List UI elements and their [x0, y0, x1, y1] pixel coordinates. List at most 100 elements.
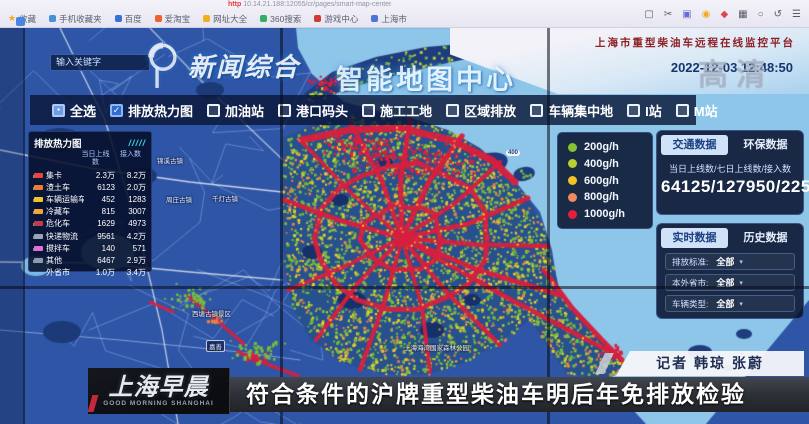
capture-icon[interactable]: ▢: [644, 9, 654, 20]
menu-icon[interactable]: ☰: [792, 9, 801, 20]
today-count: 1.0万: [95, 268, 115, 278]
legend-item-2: 600g/h: [568, 175, 642, 187]
filter-label: I站: [645, 103, 662, 119]
realtime-tab-1[interactable]: 历史数据: [743, 232, 788, 244]
bookmark-favicon-icon: [371, 15, 379, 22]
today-count: 815: [101, 207, 115, 217]
apps-grid-icon[interactable]: ▦: [738, 9, 748, 20]
channel-logo-icon: [148, 42, 177, 88]
traffic-tab-0[interactable]: 交通数据: [661, 135, 728, 155]
bookmark-favicon-icon: ★: [8, 13, 17, 23]
bookmark-label: 收藏: [19, 13, 37, 24]
legend-label: 1000g/h: [584, 208, 625, 220]
bookmark-item-2[interactable]: 百度: [114, 13, 142, 25]
bookmark-item-7[interactable]: 上海市: [371, 13, 407, 25]
bookmark-favicon-icon: [114, 15, 122, 22]
bookmark-item-1[interactable]: 手机收藏夹: [49, 13, 102, 25]
filter-item-6[interactable]: 车辆集中地: [530, 101, 613, 120]
filter-item-2[interactable]: 加油站: [207, 101, 264, 120]
cut-icon[interactable]: ✂: [663, 9, 673, 20]
url-protocol: http: [228, 1, 242, 8]
search-input[interactable]: 输入关键字: [50, 54, 150, 71]
access-count: 8.2万: [126, 170, 146, 180]
vehicle-row-1: 渣土车 6123 2.0万: [34, 181, 146, 193]
legend-dot-icon: [568, 192, 577, 202]
sidebar-decoration: /////: [128, 138, 146, 148]
bookmark-item-5[interactable]: 360搜索: [260, 13, 301, 25]
vehicle-name: 搅拌车: [46, 243, 70, 253]
legend-item-4: 1000g/h: [568, 208, 642, 220]
bezel-seam-vertical-2: [280, 28, 283, 424]
extension-red-icon[interactable]: ◆: [720, 9, 729, 20]
select-row-0[interactable]: 排放标准: 全部 ▾: [665, 253, 795, 270]
bookmark-item-3[interactable]: 爱淘宝: [154, 13, 190, 25]
undo-icon[interactable]: ↺: [773, 9, 783, 20]
filter-label: 车辆集中地: [548, 103, 614, 119]
truck-icon: [34, 233, 43, 239]
extension-blue-icon[interactable]: ▣: [682, 9, 692, 20]
today-count: 140: [101, 243, 115, 253]
select-label: 车辆类型:: [672, 298, 709, 309]
vehicle-row-3: 冷藏车 815 3007: [34, 206, 146, 218]
vehicle-row-0: 集卡 2.3万 8.2万: [34, 169, 146, 181]
access-count: 4.2万: [126, 231, 146, 241]
column-header-access: 接入数: [120, 151, 141, 158]
today-count: 6123: [97, 182, 115, 192]
program-logo-cn: 上海早晨: [108, 373, 209, 401]
logo-red-accent: [88, 395, 99, 412]
filter-selects: 排放标准: 全部 ▾ 本外省市: 全部 ▾ 车辆类型: 全部 ▾: [661, 253, 799, 312]
legend-label: 600g/h: [584, 174, 619, 187]
bookmark-item-6[interactable]: 游戏中心: [314, 13, 358, 25]
access-count: 2.9万: [126, 255, 146, 265]
checkbox-icon: [530, 103, 544, 117]
legend-dot-icon: [568, 159, 577, 169]
address-bar[interactable]: http 10.14.21.188:12055/cr/pages/smart-ma…: [228, 0, 391, 9]
home-icon[interactable]: [16, 17, 25, 26]
column-header-today: 当日上线数: [81, 151, 110, 166]
checkbox-icon: [362, 103, 376, 117]
bezel-seam-horizontal: [0, 286, 809, 289]
filter-label: M站: [693, 103, 718, 119]
checkbox-icon: [627, 103, 641, 117]
legend-label: 200g/h: [584, 141, 619, 153]
filter-label: 港口码头: [296, 103, 349, 119]
filter-item-8[interactable]: M站: [675, 101, 718, 120]
legend-label: 800g/h: [584, 191, 619, 204]
filter-item-3[interactable]: 港口码头: [278, 101, 348, 120]
url-text: 10.14.21.188:12055/cr/pages/smart-map-ce…: [243, 1, 392, 8]
vehicle-row-7: 其他 6467 2.9万: [34, 254, 146, 266]
realtime-tab-0[interactable]: 实时数据: [661, 228, 728, 248]
sidebar-title: 排放热力图: [34, 139, 82, 150]
legend-item-1: 400g/h: [568, 158, 642, 170]
filter-item-0[interactable]: ▪ 全选: [52, 101, 96, 120]
truck-icon: [34, 172, 43, 178]
bookmark-item-0[interactable]: ★ 收藏: [8, 13, 36, 25]
ticker-headline: 符合条件的沪牌重型柴油车明后年免排放检验: [246, 381, 746, 407]
today-count: 1629: [97, 219, 115, 229]
news-ticker: 上海早晨 GOOD MORNING SHANGHAI 符合条件的沪牌重型柴油车明…: [88, 368, 809, 414]
platform-title: 上海市重型柴油车远程在线监控平台: [595, 37, 795, 49]
vehicle-name: 冷藏车: [46, 207, 70, 217]
filter-item-1[interactable]: ✓ 排放热力图: [110, 101, 193, 120]
filter-item-4[interactable]: 施工工地: [362, 101, 432, 120]
bookmark-item-4[interactable]: 网址大全: [203, 13, 247, 25]
vehicle-row-8: 外省市 1.0万 3.4万: [34, 267, 146, 279]
traffic-tab-1[interactable]: 环保数据: [743, 139, 788, 151]
shield-icon[interactable]: ◉: [701, 9, 711, 20]
vehicle-name: 渣土车: [46, 182, 70, 192]
circle-icon[interactable]: ○: [757, 9, 764, 20]
left-screen-shade: [0, 28, 23, 424]
metric-label: 当日上线数/七日上线数/接入数: [668, 164, 791, 174]
filter-bar: ▪ 全选 ✓ 排放热力图 加油站 港口码头 施工工地 区域排放 车辆集中地 I站 M站: [30, 95, 718, 125]
select-value: 全部: [716, 278, 735, 288]
bookmark-favicon-icon: [260, 15, 268, 22]
program-logo: 上海早晨 GOOD MORNING SHANGHAI: [88, 368, 230, 414]
filter-item-5[interactable]: 区域排放: [446, 101, 516, 120]
filter-item-7[interactable]: I站: [627, 101, 662, 120]
select-row-2[interactable]: 车辆类型: 全部 ▾: [665, 295, 795, 312]
legend-label: 400g/h: [584, 157, 619, 170]
legend-item-3: 800g/h: [568, 191, 642, 203]
bookmarks-bar: ★ 收藏 手机收藏夹 百度 爱淘宝 网址大全 360搜索 游戏中心 上海市: [8, 11, 407, 26]
access-count: 571: [132, 243, 146, 253]
